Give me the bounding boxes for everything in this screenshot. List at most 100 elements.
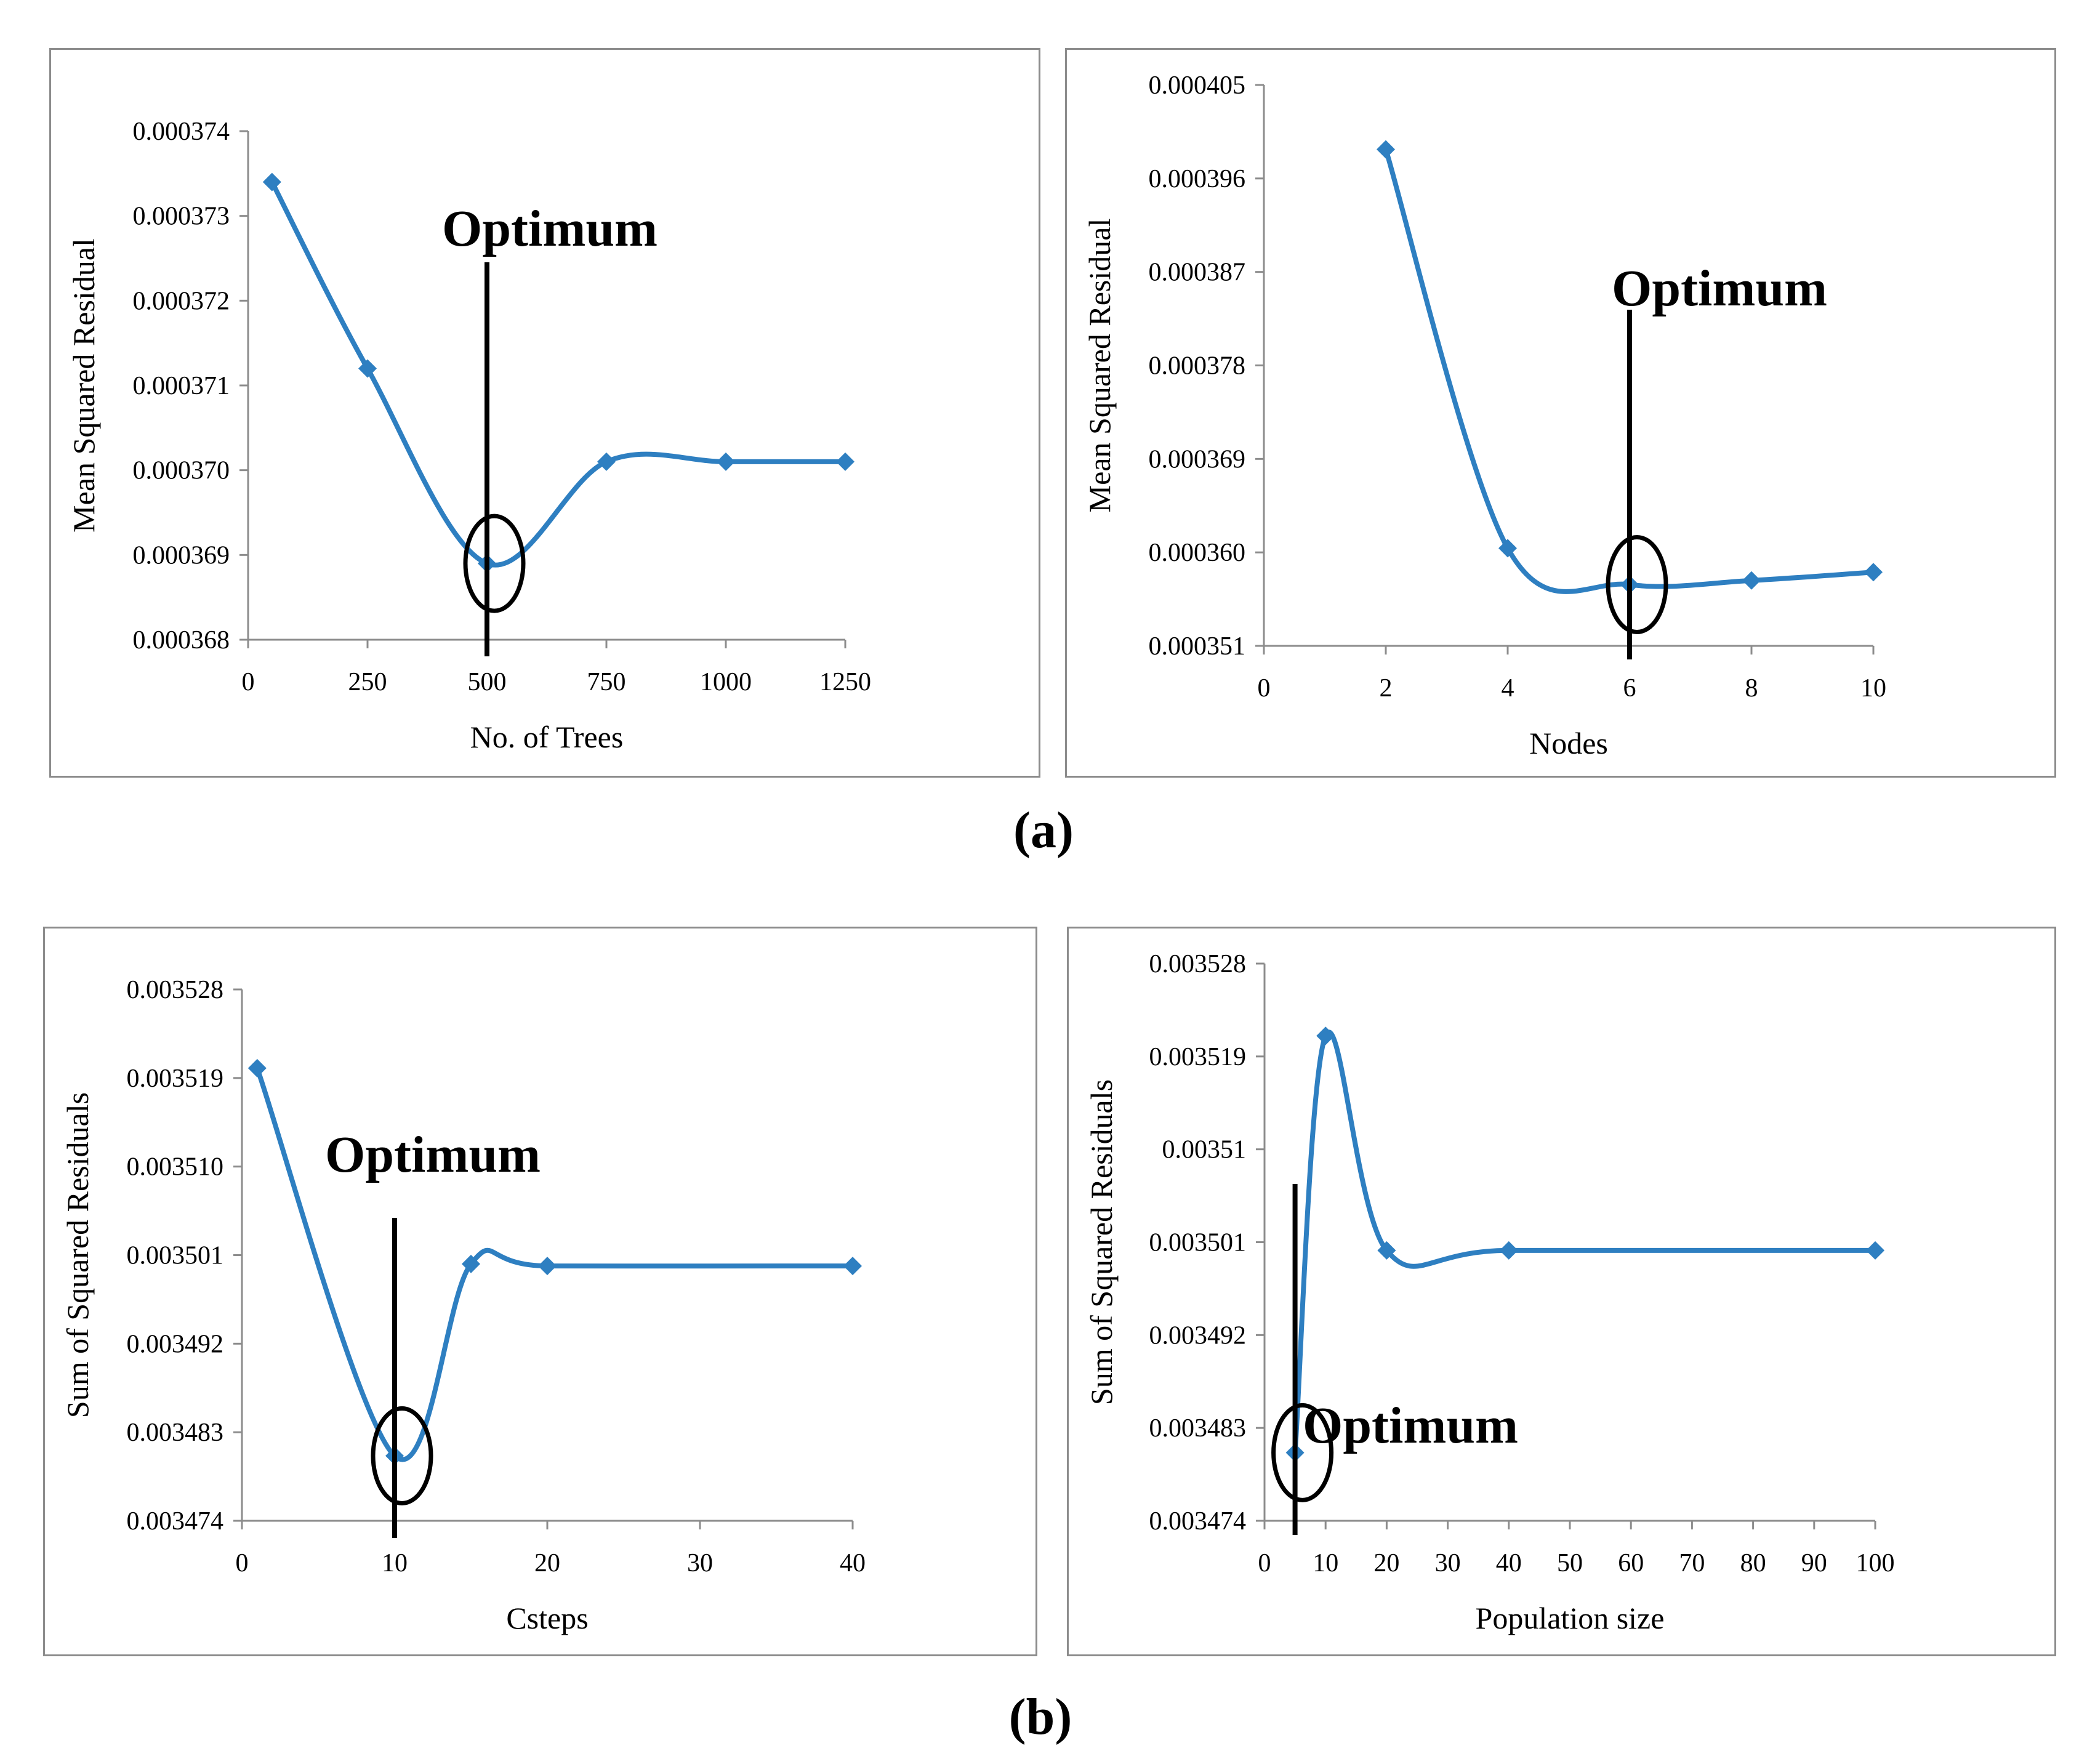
y-tick-label: 0.003519	[1149, 1043, 1247, 1071]
y-tick-label: 0.000374	[133, 118, 230, 146]
x-tick-label: 0	[242, 668, 255, 696]
series-line	[1292, 1029, 1875, 1453]
y-tick-label: 0.000369	[133, 541, 230, 570]
data-point	[1377, 140, 1395, 159]
y-tick-label: 0.003519	[127, 1065, 224, 1093]
x-tick-label: 30	[1435, 1549, 1461, 1577]
optimum-label: Optimum	[442, 200, 657, 257]
chart-panel-csteps: 0.003474 0.003483 0.003492 0.003501 0.003510…	[43, 927, 1037, 1656]
x-tick-label: 2	[1380, 674, 1393, 703]
y-tick-label: 0.003492	[1149, 1321, 1247, 1350]
chart-panel-trees: 0.000368 0.000369 0.000370 0.000371 0.000372…	[49, 48, 1040, 778]
x-tick-label: 250	[348, 668, 387, 696]
x-tick-label: 4	[1502, 674, 1514, 703]
data-point	[1377, 1241, 1396, 1260]
chart-panel-nodes: 0.000351 0.000360 0.000369 0.000378 0.000387…	[1065, 48, 2056, 778]
y-tick-label: 0.000405	[1149, 71, 1246, 100]
y-tick-label: 0.003510	[127, 1153, 224, 1182]
x-axis-label: Csteps	[506, 1601, 588, 1635]
x-tick-label: 0	[1258, 1549, 1271, 1577]
x-tick-label: 30	[687, 1549, 713, 1577]
panel-label-a: (a)	[1013, 802, 1074, 859]
x-axis-label: No. of Trees	[470, 720, 624, 754]
x-tick-label: 20	[1373, 1549, 1399, 1577]
x-tick-label: 0	[1258, 674, 1271, 703]
y-tick-label: 0.003528	[1149, 950, 1247, 978]
optimum-circle	[1271, 1403, 1334, 1502]
y-tick-label: 0.003501	[127, 1242, 224, 1270]
y-tick-label: 0.003501	[1149, 1229, 1247, 1257]
data-point	[358, 359, 377, 378]
y-axis-label: Mean Squared Residual	[66, 238, 101, 533]
data-point	[1742, 571, 1761, 590]
data-point	[462, 1254, 480, 1273]
y-tick-label: 0.000369	[1149, 445, 1246, 473]
x-tick-label: 1250	[819, 668, 871, 696]
x-tick-label: 750	[587, 668, 626, 696]
x-tick-label: 500	[468, 668, 507, 696]
optimum-circle	[1606, 534, 1668, 634]
x-tick-label: 10	[1860, 674, 1886, 703]
chart-nodes-svg: 0.000351 0.000360 0.000369 0.000378 0.000387…	[1082, 71, 1886, 760]
panel-label-b: (b)	[1008, 1688, 1072, 1746]
y-tick-label: 0.000387	[1149, 259, 1246, 287]
series-line	[1383, 148, 1874, 594]
y-tick-label: 0.00351	[1162, 1136, 1247, 1164]
data-point	[717, 452, 735, 471]
y-tick-label: 0.000372	[133, 287, 230, 315]
x-tick-label: 10	[1313, 1549, 1338, 1577]
x-tick-label: 8	[1745, 674, 1758, 703]
y-axis-label: Mean Squared Residual	[1082, 219, 1117, 513]
y-axis-label: Sum of Squared Residuals	[1084, 1079, 1119, 1405]
chart-trees-svg: 0.000368 0.000369 0.000370 0.000371 0.000372…	[66, 118, 871, 754]
y-tick-label: 0.000370	[133, 457, 230, 485]
y-tick-label: 0.003474	[127, 1507, 224, 1536]
x-tick-label: 40	[1496, 1549, 1522, 1577]
y-tick-label: 0.003528	[127, 976, 224, 1004]
chart-csteps-svg: 0.003474 0.003483 0.003492 0.003501 0.003510…	[60, 976, 866, 1635]
x-tick-label: 70	[1679, 1549, 1705, 1577]
data-point	[1316, 1026, 1335, 1045]
data-point	[538, 1257, 557, 1276]
data-point	[1498, 539, 1517, 558]
y-tick-label: 0.000373	[133, 203, 230, 231]
y-tick-label: 0.003492	[127, 1330, 224, 1358]
y-tick-label: 0.000351	[1149, 632, 1246, 661]
y-axis-label: Sum of Squared Residuals	[60, 1092, 95, 1418]
data-point	[262, 172, 281, 191]
x-tick-label: 50	[1557, 1549, 1583, 1577]
x-axis-label: Population size	[1476, 1601, 1665, 1635]
optimum-circle	[371, 1406, 433, 1506]
x-tick-label: 1000	[700, 668, 752, 696]
y-tick-label: 0.003483	[1149, 1414, 1247, 1443]
data-point	[1866, 1241, 1884, 1260]
data-point	[843, 1257, 862, 1276]
data-point	[1864, 563, 1883, 582]
optimum-label: Optimum	[1612, 260, 1827, 317]
data-point	[247, 1058, 267, 1077]
optimum-label: Optimum	[1303, 1397, 1518, 1454]
x-tick-label: 40	[840, 1549, 866, 1577]
optimum-label: Optimum	[325, 1126, 541, 1183]
x-tick-label: 100	[1856, 1549, 1895, 1577]
data-point	[1499, 1241, 1518, 1260]
x-tick-label: 10	[382, 1549, 408, 1577]
x-tick-label: 0	[236, 1549, 249, 1577]
y-tick-label: 0.000378	[1149, 352, 1246, 381]
x-tick-label: 20	[534, 1549, 560, 1577]
data-point	[597, 452, 616, 471]
chart-panel-population: 0.003474 0.003483 0.003492 0.003501 0.00351 0…	[1067, 927, 2056, 1656]
optimum-circle	[463, 513, 526, 613]
chart-population-svg: 0.003474 0.003483 0.003492 0.003501 0.00351 0…	[1084, 950, 1895, 1635]
x-tick-label: 80	[1740, 1549, 1766, 1577]
y-tick-label: 0.000396	[1149, 165, 1246, 193]
y-tick-label: 0.003474	[1149, 1507, 1247, 1536]
data-point	[836, 452, 855, 471]
y-tick-label: 0.003483	[127, 1419, 224, 1447]
y-tick-label: 0.000371	[133, 372, 230, 400]
x-tick-label: 6	[1623, 674, 1636, 703]
y-tick-label: 0.000360	[1149, 539, 1246, 567]
x-tick-label: 90	[1801, 1549, 1827, 1577]
y-tick-label: 0.000368	[133, 626, 230, 654]
series-line	[255, 1067, 853, 1462]
